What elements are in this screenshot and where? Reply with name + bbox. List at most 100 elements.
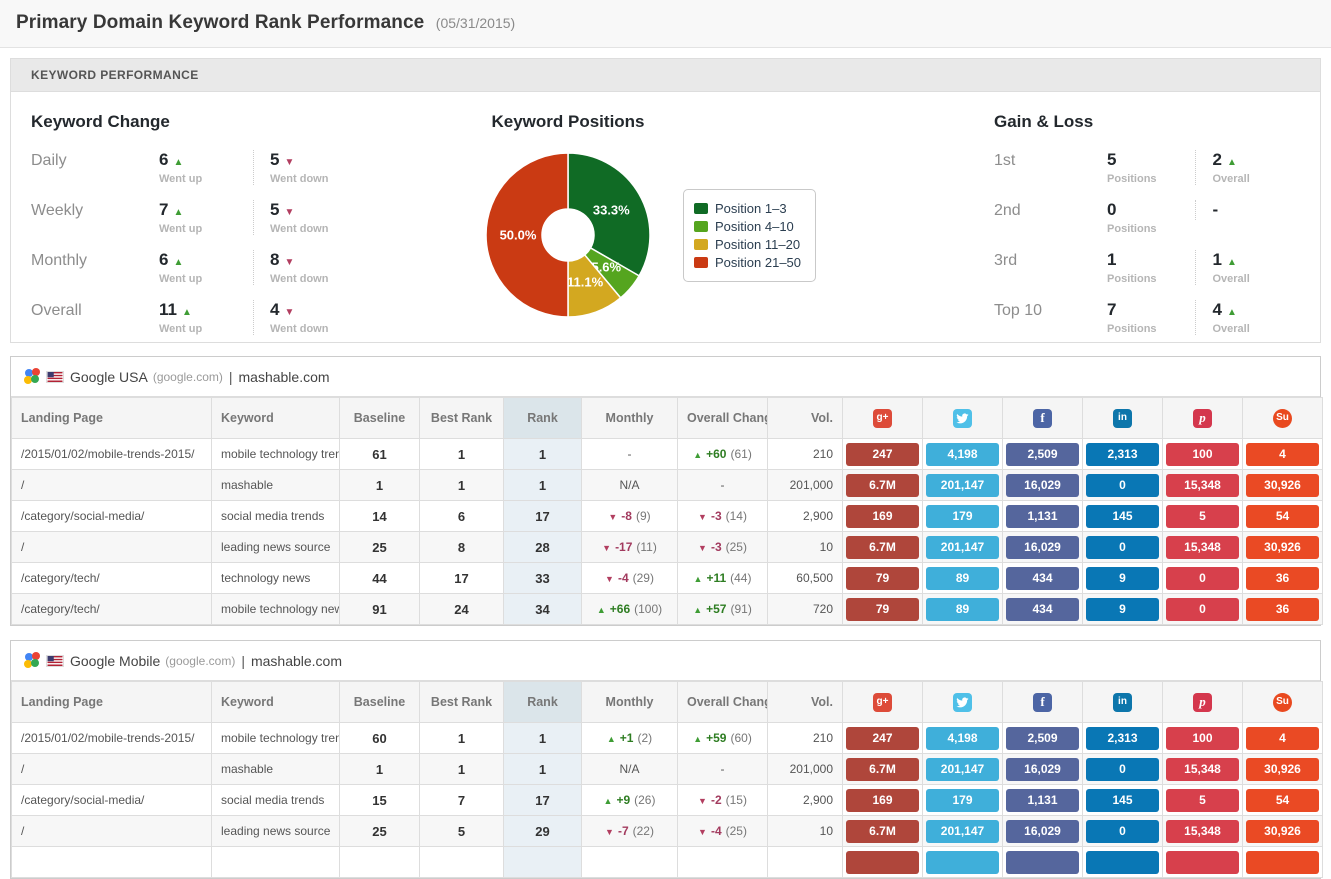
column-vol[interactable]: Vol. — [767, 397, 843, 439]
column-linkedin[interactable]: in — [1082, 397, 1163, 439]
overall-label: Overall — [1212, 323, 1250, 335]
table-row: /category/social-media/social media tren… — [11, 784, 1323, 816]
linkedin-cell: 0 — [1082, 753, 1163, 785]
column-vol[interactable]: Vol. — [767, 681, 843, 723]
stat-positions: 1 Positions — [1105, 250, 1195, 285]
table-row: /2015/01/02/mobile-trends-2015/mobile te… — [11, 438, 1323, 470]
column-stumbleupon[interactable]: Su — [1242, 397, 1323, 439]
metric-badge: 6.7M — [846, 535, 919, 559]
column-linkedin[interactable]: in — [1082, 681, 1163, 723]
overall-value: - — [1212, 200, 1219, 219]
monthly-change-value: -4 — [617, 571, 629, 585]
column-overall-change[interactable]: Overall Change — [677, 681, 768, 723]
column-keyword[interactable]: Keyword — [211, 397, 340, 439]
volume-cell: 2,900 — [767, 500, 843, 532]
down-arrow-icon: ▼ — [605, 574, 614, 584]
column-landing-page[interactable]: Landing Page — [11, 681, 212, 723]
monthly-change: ▼ -4 (29) — [581, 562, 678, 594]
donut-slice-label: 11.1% — [567, 275, 604, 290]
stat-went-down: 5 ▼ Went down — [253, 150, 363, 185]
stumbleupon-cell: 54 — [1242, 784, 1323, 816]
went-down-value: 5 — [270, 150, 280, 169]
search-engine-name: Google Mobile — [70, 652, 161, 669]
legend-swatch — [694, 238, 708, 250]
column-best-rank[interactable]: Best Rank — [419, 681, 504, 723]
column-pinterest[interactable]: p — [1162, 397, 1243, 439]
keyword-cell: social media trends — [211, 784, 340, 816]
column-monthly[interactable]: Monthly — [581, 397, 678, 439]
metric-badge: 30,926 — [1246, 757, 1319, 781]
volume-cell: 10 — [767, 531, 843, 563]
column-google-plus[interactable]: g+ — [842, 681, 923, 723]
overall-change: ▲ +60 (61) — [677, 438, 768, 470]
column-landing-page[interactable]: Landing Page — [11, 397, 212, 439]
legend-item[interactable]: Position 1–3 — [694, 201, 801, 216]
overall-change: ▲ +11 (44) — [677, 562, 768, 594]
metric-badge: 434 — [1006, 566, 1079, 590]
up-arrow-icon: ▲ — [1226, 157, 1237, 168]
chart-legend: Position 1–3 Position 4–10 Position 11–20 P… — [683, 188, 817, 282]
metric-badge: 89 — [926, 597, 999, 621]
legend-label: Position 4–10 — [715, 218, 794, 234]
column-facebook[interactable]: f — [1002, 397, 1083, 439]
monthly-change: ▲ +9 (26) — [581, 784, 678, 816]
twitter-cell: 201,147 — [922, 531, 1003, 563]
column-stumbleupon[interactable]: Su — [1242, 681, 1323, 723]
column-monthly[interactable]: Monthly — [581, 681, 678, 723]
legend-item[interactable]: Position 4–10 — [694, 219, 801, 234]
metric-badge: 0 — [1086, 473, 1159, 497]
stat-overall: 2 ▲ Overall — [1195, 150, 1300, 185]
twitter-cell: 201,147 — [922, 469, 1003, 501]
stat-went-down: 5 ▼ Went down — [253, 200, 363, 235]
column-facebook[interactable]: f — [1002, 681, 1083, 723]
twitter-cell: 179 — [922, 784, 1003, 816]
stat-positions: 0 Positions — [1105, 200, 1195, 235]
legend-item[interactable]: Position 11–20 — [694, 237, 801, 252]
best-rank-cell: 1 — [419, 722, 504, 754]
facebook-icon: f — [1033, 692, 1052, 712]
column-rank[interactable]: Rank — [503, 397, 582, 439]
stat-went-up: 7 ▲ Went up — [157, 200, 253, 235]
positions-value: 0 — [1107, 200, 1117, 219]
donut-slice-4[interactable] — [485, 152, 569, 318]
donut-slice-1[interactable] — [567, 152, 651, 277]
pinterest-cell: 15,348 — [1162, 469, 1243, 501]
title-separator: | — [228, 368, 233, 385]
gain-loss-position: 1st — [994, 152, 1016, 169]
metric-badge: 4 — [1246, 726, 1319, 750]
column-pinterest[interactable]: p — [1162, 681, 1243, 723]
monthly-change — [581, 846, 678, 878]
column-twitter[interactable] — [922, 397, 1003, 439]
keyword-change-row: Overall 11 ▲ Went up 4 ▼ Went down — [31, 300, 399, 350]
column-overall-change[interactable]: Overall Change — [677, 397, 768, 439]
metric-badge: 2,509 — [1006, 442, 1079, 466]
column-best-rank[interactable]: Best Rank — [419, 397, 504, 439]
up-arrow-icon: ▲ — [693, 450, 703, 460]
column-keyword[interactable]: Keyword — [211, 681, 340, 723]
us-flag-icon — [46, 370, 64, 383]
up-arrow-icon: ▲ — [1226, 307, 1237, 318]
keyword-cell: social media trends — [211, 500, 340, 532]
column-baseline[interactable]: Baseline — [339, 681, 420, 723]
went-up-label: Went up — [159, 173, 203, 185]
best-rank-cell — [419, 846, 504, 878]
google-plus-cell: 79 — [842, 593, 923, 625]
legend-item[interactable]: Position 21–50 — [694, 255, 801, 270]
column-baseline[interactable]: Baseline — [339, 397, 420, 439]
linkedin-cell: 0 — [1082, 815, 1163, 847]
column-rank[interactable]: Rank — [503, 681, 582, 723]
linkedin-cell: 2,313 — [1082, 438, 1163, 470]
monthly-change-value: -8 — [621, 509, 632, 523]
facebook-icon: f — [1033, 408, 1052, 428]
stat-positions: 7 Positions — [1105, 300, 1195, 335]
metric-badge — [1006, 850, 1079, 874]
keyword-cell: mobile technology trends — [211, 438, 340, 470]
rank-cell: 1 — [503, 438, 582, 470]
google-plus-cell: 169 — [842, 784, 923, 816]
linkedin-cell: 9 — [1082, 593, 1163, 625]
gain-loss-row: Top 10 7 Positions 4 ▲ Overall — [994, 300, 1300, 350]
metric-badge: 247 — [846, 442, 919, 466]
column-google-plus[interactable]: g+ — [842, 397, 923, 439]
column-twitter[interactable] — [922, 681, 1003, 723]
monthly-change-value: +1 — [619, 731, 634, 745]
